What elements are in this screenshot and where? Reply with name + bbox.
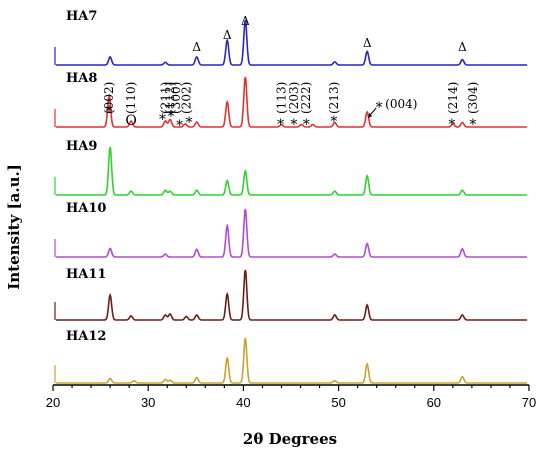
series-label-ha11: HA11 [66,267,106,282]
asterisk-marker: * [176,118,183,134]
hkl-label: (222) [299,82,313,114]
delta-marker: Δ [458,40,467,54]
series-label-ha8: HA8 [66,71,97,86]
asterisk-marker: * [330,114,337,130]
series-line-ha10 [55,208,528,258]
series-line-ha8 [55,76,528,128]
x-tick-label: 40 [236,395,250,410]
hkl-label: (203) [287,82,301,114]
delta-marker: Δ [363,36,372,50]
series-line-ha11 [55,269,528,321]
series-label-ha12: HA12 [66,329,106,344]
series-label-ha9: HA9 [66,139,97,154]
asterisk-marker: * [303,117,310,133]
asterisk-marker: * [159,112,166,128]
delta-marker: Δ [241,14,250,28]
hkl-label: (110) [124,82,138,114]
x-axis-title: 2θ Degrees [243,430,337,448]
delta-marker: Δ [223,28,232,42]
xrd-traces [54,19,528,384]
y-axis-title: Intensity [a.u.] [5,164,23,290]
callout-asterisk: * [376,100,383,116]
series-label-ha10: HA10 [66,201,106,216]
hkl-label: (112) [163,82,177,114]
circle-marker: O [125,113,136,129]
hkl-label: (300) [169,82,183,114]
hkl-label: (214) [446,82,460,114]
delta-marker: Δ [192,40,201,54]
callout-arrowhead [368,113,373,118]
x-tick-label: 70 [522,395,536,410]
x-tick-label: 30 [141,395,155,410]
series-line-ha12 [55,337,528,384]
hkl-label: (202) [179,82,193,114]
series-labels: HA7 HA8 HA9 HA10 HA11 HA12 [66,9,106,344]
asterisk-marker: * [469,117,476,133]
series-line-ha9 [55,146,528,196]
x-tick-label: 50 [331,395,345,410]
asterisk-marker: * [448,117,455,133]
asterisk-marker: * [290,117,297,133]
callout-label: (004) [385,97,417,111]
hkl-label: (304) [466,82,480,114]
hkl-label: (213) [327,82,341,114]
hkl-label: (002) [102,82,116,114]
x-tick-label: 60 [427,395,441,410]
hkl-label: (211) [158,82,172,114]
series-label-ha7: HA7 [66,9,97,24]
asterisk-marker: * [186,115,193,131]
asterisk-marker: * [106,104,113,120]
series-line-ha7 [55,19,528,66]
hkl-label: (113) [274,82,288,114]
asterisk-marker: * [277,117,284,133]
x-tick-label: 20 [46,395,60,410]
x-axis: 20 30 40 50 60 70 [46,384,536,410]
asterisk-marker: * [168,109,175,125]
